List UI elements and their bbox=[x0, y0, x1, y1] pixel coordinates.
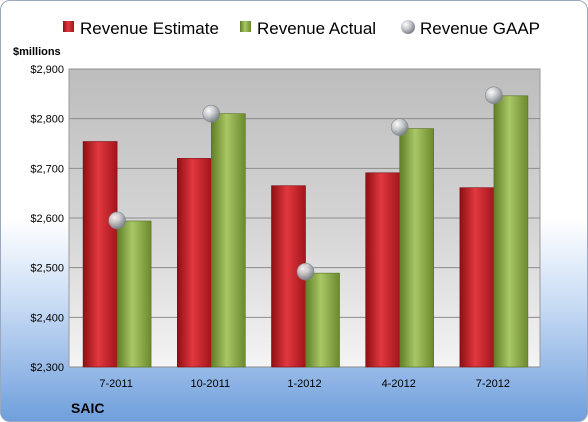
y-tick-label: $2,600 bbox=[30, 213, 64, 225]
marker-revenue-gaap bbox=[108, 211, 126, 230]
bar-revenue-estimate bbox=[82, 141, 118, 368]
y-tick-label: $2,300 bbox=[30, 362, 64, 374]
y-tick-label: $2,700 bbox=[30, 163, 64, 175]
marker-revenue-gaap bbox=[390, 118, 409, 136]
x-tick-label: 1-2012 bbox=[287, 378, 321, 390]
marker-revenue-gaap bbox=[296, 262, 315, 281]
company-label: SAIC bbox=[71, 400, 104, 416]
bar-revenue-estimate bbox=[177, 158, 212, 368]
legend-item-estimate: Revenue Estimate bbox=[63, 19, 219, 38]
legend-swatch-gaap bbox=[401, 20, 415, 34]
legend-label-gaap: Revenue GAAP bbox=[420, 19, 540, 38]
legend: Revenue Estimate Revenue Actual Revenue … bbox=[63, 19, 540, 38]
unit-label: $millions bbox=[13, 46, 61, 58]
bar-revenue-actual bbox=[399, 128, 435, 368]
bar-revenue-estimate bbox=[459, 187, 495, 368]
bar-revenue-estimate bbox=[365, 172, 401, 368]
y-axis-labels: $2,300 $2,400 $2,500 $2,600 $2,700 $2,800 $2,9… bbox=[30, 64, 64, 374]
x-tick-label: 7-2012 bbox=[476, 378, 510, 390]
bar-revenue-actual bbox=[116, 220, 152, 368]
x-tick-label: 10-2011 bbox=[191, 378, 231, 390]
legend-item-gaap: Revenue GAAP bbox=[401, 19, 540, 38]
legend-swatch-actual bbox=[240, 21, 251, 32]
marker-revenue-gaap bbox=[202, 104, 221, 123]
x-tick-label: 7-2011 bbox=[99, 378, 132, 390]
x-tick-label: 4-2012 bbox=[382, 378, 416, 390]
legend-swatch-estimate bbox=[63, 21, 74, 32]
bar-revenue-actual bbox=[211, 113, 246, 368]
bars bbox=[82, 95, 529, 368]
y-tick-label: $2,500 bbox=[30, 263, 64, 275]
bar-revenue-actual bbox=[305, 272, 340, 368]
y-tick-label: $2,900 bbox=[30, 64, 64, 76]
x-axis-labels: 7-2011 10-2011 1-2012 4-2012 7-2012 bbox=[99, 378, 510, 390]
bar-revenue-actual bbox=[493, 95, 529, 368]
marker-revenue-gaap bbox=[485, 86, 503, 105]
y-tick-label: $2,800 bbox=[30, 114, 64, 126]
legend-label-estimate: Revenue Estimate bbox=[80, 19, 219, 38]
y-tick-label: $2,400 bbox=[30, 312, 64, 324]
legend-item-actual: Revenue Actual bbox=[240, 19, 376, 38]
gaap-markers bbox=[108, 86, 503, 281]
legend-label-actual: Revenue Actual bbox=[257, 19, 376, 38]
